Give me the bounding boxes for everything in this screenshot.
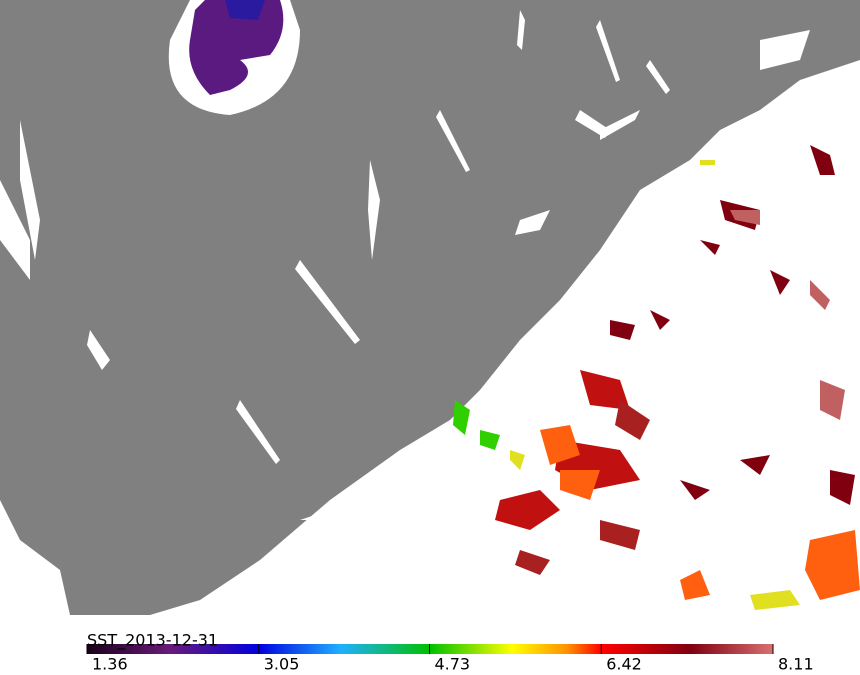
colorbar-tick-label: 1.36 — [92, 655, 128, 674]
coast — [0, 300, 640, 615]
colorbar: SST_2013-12-31 1.36 3.05 4.73 6.42 8.11 — [86, 631, 814, 674]
sst-patches — [453, 145, 860, 610]
colorbar-gradient — [87, 644, 773, 654]
colorbar-tick-label: 3.05 — [264, 655, 300, 674]
colorbar-tick-label: 6.42 — [606, 655, 642, 674]
ocean — [150, 60, 860, 615]
lake-sst — [189, 0, 284, 95]
lake-sst — [225, 0, 265, 20]
map — [0, 0, 860, 615]
colorbar-tick-label: 8.11 — [778, 655, 814, 674]
colorbar-label: SST_2013-12-31 — [87, 631, 218, 651]
colorbar-tick-label: 4.73 — [434, 655, 470, 674]
